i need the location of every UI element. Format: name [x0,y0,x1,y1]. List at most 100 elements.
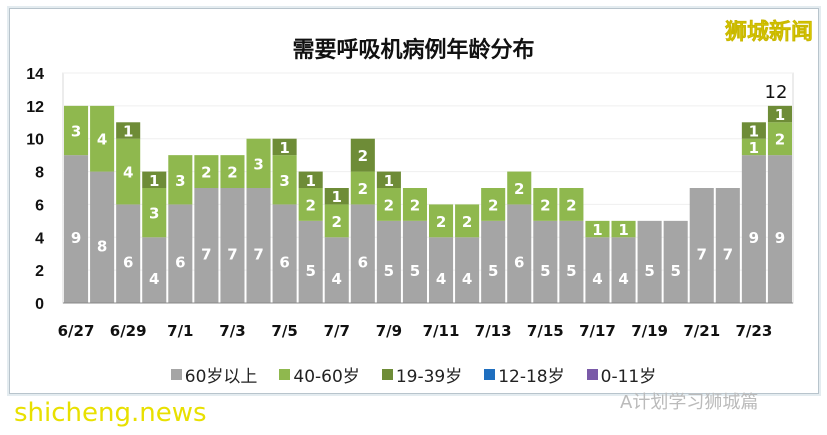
bar-segment [64,105,89,156]
bar-segment [741,155,766,303]
data-label: 1 [149,172,159,190]
bar-segment [272,155,297,205]
data-label: 1 [279,139,289,157]
bar-segment [376,220,401,303]
bar-segment [637,220,662,303]
data-label: 6 [514,254,524,272]
bar-segment [350,171,375,205]
data-label: 2 [566,196,576,214]
bar-segment [559,220,584,303]
y-tick-label: 4 [35,230,44,247]
legend-item: 12-18岁 [484,362,565,387]
data-label: 2 [410,196,420,214]
bar-segment [298,171,323,188]
data-label: 2 [775,131,785,149]
bar-segment [142,188,167,238]
bar-segment [455,204,480,238]
bar-segment [194,188,219,303]
bar-segment [481,220,506,303]
data-label: 1 [305,172,315,190]
data-label: 2 [358,180,368,198]
legend-label: 40-60岁 [293,367,360,387]
x-tick-label: 7/3 [219,322,245,340]
data-label: 2 [305,196,315,214]
data-label: 2 [358,147,368,165]
x-tick-label: 7/1 [167,322,193,340]
data-label: 1 [592,221,602,239]
bar-segment [767,122,792,156]
data-label: 1 [775,106,785,124]
x-tick-label: 7/11 [423,322,460,340]
x-tick-label: 6/27 [58,322,95,340]
data-label: 4 [436,270,446,288]
data-label: 7 [723,246,733,264]
bar-segment [741,122,766,139]
watermark-top: 狮城新闻 [724,20,814,46]
data-label: 4 [462,270,472,288]
x-tick-label: 6/29 [110,322,147,340]
data-label: 7 [253,246,263,264]
data-label: 2 [227,164,237,182]
data-label: 4 [123,164,133,182]
bar-segment [350,138,375,172]
data-label: 5 [488,262,498,280]
bar-segment [402,220,427,303]
data-label: 1 [332,188,342,206]
legend-item: 0-11岁 [586,362,656,387]
data-label: 5 [384,262,394,280]
x-tick-label: 7/9 [376,322,402,340]
data-label: 4 [97,131,107,149]
bar-segment [689,188,714,303]
legend-item: 60岁以上 [170,362,258,387]
x-tick-label: 7/5 [271,322,297,340]
x-tick-label: 7/23 [735,322,772,340]
legend-item: 19-39岁 [381,362,462,387]
data-label: 3 [175,172,185,190]
data-label: 6 [123,254,133,272]
bar-segment [116,138,141,205]
bar-segment [64,155,89,303]
data-label: 5 [410,262,420,280]
data-label: 2 [384,196,394,214]
bar-segment [376,171,401,188]
y-tick-label: 6 [35,197,44,214]
legend-label: 12-18岁 [498,367,565,387]
bar-segment [611,237,636,303]
legend-label: 60岁以上 [184,367,258,387]
data-label: 5 [566,262,576,280]
bar-segment [767,155,792,303]
data-label: 2 [540,196,550,214]
bar-segment [220,155,245,188]
bar-segment [220,188,245,303]
data-label: 2 [201,164,211,182]
bar-segment [585,220,610,238]
bar-segment [429,204,454,238]
bar-segment [533,188,558,221]
bar-segment [298,188,323,221]
data-label: 5 [305,262,315,280]
data-label: 3 [253,155,263,173]
bar-segment [116,122,141,139]
chart-title: 需要呼吸机病例年龄分布 [292,38,535,63]
data-label: 6 [358,254,368,272]
data-label: 1 [384,172,394,190]
bar-segment [507,204,532,303]
legend-swatch [381,369,393,380]
data-label: 3 [149,205,159,223]
bar-segment [90,105,115,172]
bar-segment [298,220,323,303]
data-label: 9 [749,229,759,247]
x-tick-label: 7/17 [579,322,616,340]
y-tick-label: 10 [26,132,44,149]
bar-segment [142,237,167,303]
x-tick-label: 7/15 [527,322,564,340]
data-label: 5 [670,262,680,280]
bar-segment [272,204,297,303]
bar-segment [272,138,297,156]
bar-segment [533,220,558,303]
data-label: 6 [279,254,289,272]
data-label: 2 [462,213,472,231]
bar-segment [767,105,792,123]
data-label: 4 [332,270,342,288]
data-label: 9 [775,229,785,247]
